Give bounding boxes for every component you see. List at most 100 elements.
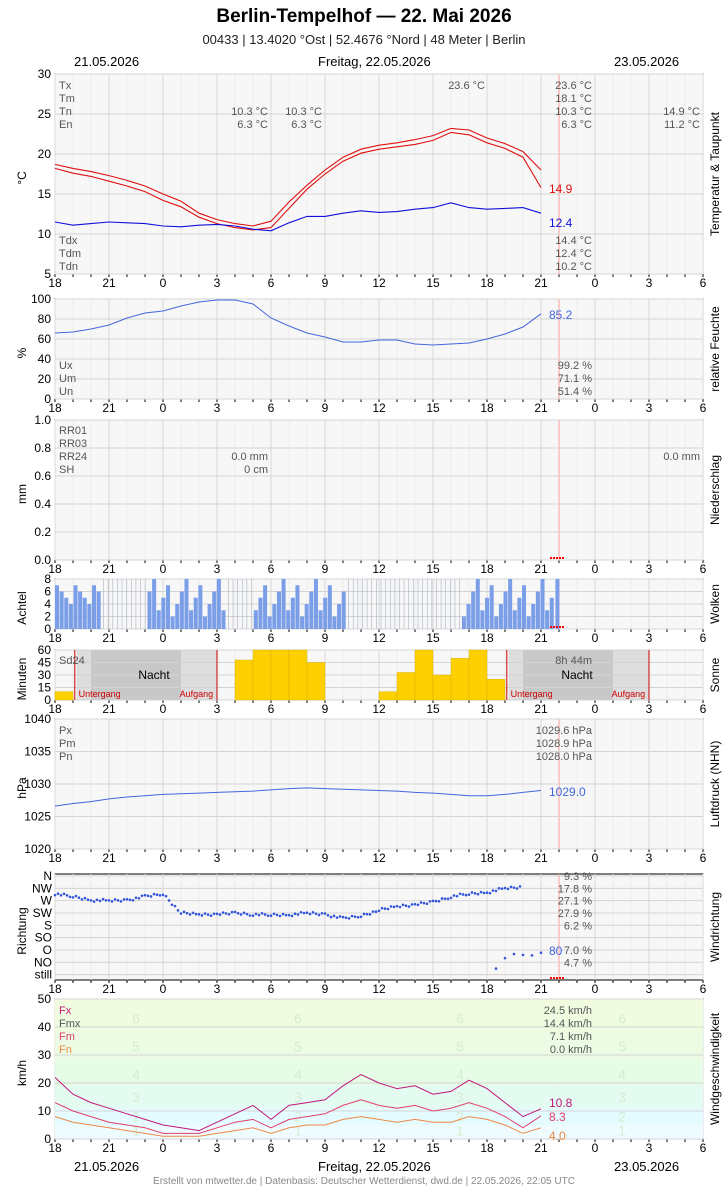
direction-point (476, 892, 480, 896)
direction-point (275, 913, 279, 917)
direction-point (365, 912, 369, 916)
x-tick-label: 15 (426, 562, 440, 576)
x-tick-label: 18 (480, 1141, 494, 1155)
y-axis-label: Richtung (15, 907, 29, 954)
last-value-fx: 10.8 (549, 1096, 573, 1110)
x-tick-label: 12 (372, 702, 386, 716)
direction-point (116, 899, 120, 902)
sun-bar (450, 658, 470, 701)
beaufort-band (55, 1060, 703, 1086)
last-value-fn: 4.0 (549, 1129, 566, 1143)
stat-day2: 17.8 % (558, 883, 592, 895)
beaufort-number: 2 (456, 1109, 464, 1125)
beaufort-band (55, 999, 703, 1002)
direction-point (431, 899, 435, 903)
x-tick-label: 0 (160, 401, 167, 415)
y-axis-label: mm (15, 484, 29, 504)
last-value-dewpoint: 12.4 (549, 216, 573, 230)
x-tick-label: 3 (646, 982, 653, 996)
y-tick-label: 4 (44, 597, 51, 611)
x-tick-label: 21 (534, 982, 548, 996)
direction-point (200, 914, 204, 917)
stat-label: SH (59, 464, 74, 476)
direction-point (107, 899, 111, 902)
sun-bar (468, 649, 488, 701)
direction-point (152, 892, 156, 896)
y-tick-label: 0.6 (34, 469, 51, 483)
beaufort-band (55, 1085, 703, 1109)
x-tick-label: 18 (480, 982, 494, 996)
cloud-bar (59, 591, 64, 629)
last-value-pressure: 1029.0 (549, 785, 586, 799)
direction-point (482, 891, 486, 895)
direction-point (341, 915, 345, 919)
direction-point (491, 889, 495, 892)
date-left-bottom: 21.05.2026 (74, 1159, 140, 1174)
direction-point (458, 892, 462, 896)
direction-point (167, 899, 171, 902)
stat-day1: 0.0 mm (231, 451, 268, 463)
y-tick-label: 0.8 (34, 441, 51, 455)
direction-point (479, 890, 483, 894)
direction-point (56, 892, 60, 896)
cloud-bar (549, 597, 554, 629)
stat-day2: 7.0 % (564, 945, 592, 957)
beaufort-number: 6 (456, 1011, 464, 1027)
y-axis-label: % (15, 347, 29, 358)
cloud-bar (471, 591, 476, 629)
beaufort-number: 3 (294, 1089, 302, 1105)
y-tick-label: 2 (44, 610, 51, 624)
stat-day1: 0 cm (244, 464, 268, 476)
direction-point (371, 910, 375, 913)
x-tick-label: 21 (102, 982, 116, 996)
x-tick-label: 3 (646, 276, 653, 290)
stat-day2: 14.4 km/h (544, 1018, 592, 1030)
beaufort-number: 6 (294, 1011, 302, 1027)
x-tick-label: 6 (700, 562, 707, 576)
cloud-bar (461, 616, 466, 629)
direction-point (113, 898, 117, 901)
x-tick-label: 21 (534, 1141, 548, 1155)
direction-point (311, 911, 315, 914)
x-tick-label: 3 (646, 851, 653, 865)
direction-point (395, 904, 399, 908)
cloud-bar (68, 604, 73, 629)
x-tick-label: 15 (426, 982, 440, 996)
x-tick-label: 6 (268, 851, 275, 865)
direction-point (188, 913, 192, 916)
direction-point (374, 910, 378, 913)
direction-point (236, 911, 240, 915)
direction-point (359, 915, 363, 919)
direction-point (149, 895, 153, 898)
side-label: Wolken (708, 584, 722, 624)
beaufort-number: 1 (132, 1123, 140, 1139)
last-value-humidity: 85.2 (549, 308, 573, 322)
y-tick-label: 20 (38, 372, 52, 386)
y-tick-label: 10 (38, 1104, 52, 1118)
cloud-bar (258, 597, 263, 629)
direction-point (485, 891, 489, 895)
direction-point (254, 912, 258, 916)
x-tick-label: 3 (646, 401, 653, 415)
beaufort-number: 3 (618, 1089, 626, 1105)
last-value-temp: 14.9 (549, 182, 573, 196)
direction-point (437, 899, 441, 903)
direction-point (383, 907, 387, 910)
x-tick-label: 12 (372, 276, 386, 290)
direction-point (134, 896, 138, 900)
x-tick-label: 18 (480, 851, 494, 865)
direction-point (335, 916, 339, 919)
x-tick-label: 9 (322, 562, 329, 576)
direction-point (461, 893, 465, 896)
direction-point (146, 894, 150, 898)
direction-point (302, 911, 306, 915)
beaufort-number: 4 (618, 1067, 626, 1083)
cloud-bar (202, 616, 207, 629)
x-tick-label: 15 (426, 1141, 440, 1155)
beaufort-number: 1 (456, 1123, 464, 1139)
direction-point (53, 893, 57, 897)
x-tick-label: 21 (534, 851, 548, 865)
x-tick-label: 6 (700, 631, 707, 645)
stat-label: Tdn (59, 261, 78, 273)
y-tick-label: W (41, 894, 53, 908)
